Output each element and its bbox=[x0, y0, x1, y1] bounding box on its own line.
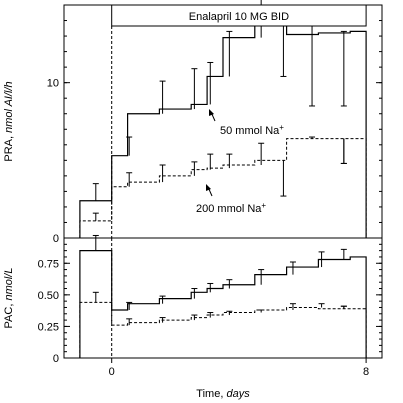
x-tick-label: 8 bbox=[363, 366, 369, 378]
annotation-200mmol: 200 mmol Na+ bbox=[196, 201, 266, 215]
x-axis-label-main: Time, bbox=[196, 388, 226, 400]
pac-panel: 0 0.25 0.50 0.75 PAC, nmol/L 0 8 Time, days bbox=[3, 234, 383, 400]
annotation-50mmol-sup: + bbox=[279, 123, 284, 132]
treatment-bar bbox=[111, 4, 367, 27]
y-tick-label: 10 bbox=[47, 78, 59, 90]
y-axis-label: PAC, nmol/L bbox=[3, 268, 15, 329]
annotation-200mmol-sup: + bbox=[261, 201, 266, 210]
x-axis-label: Time, days bbox=[196, 388, 250, 400]
y-axis-label-unit: nmol AI/l/h bbox=[3, 81, 15, 133]
y-tick-label: 0.50 bbox=[38, 290, 59, 302]
y-axis-label: PRA, nmol AI/l/h bbox=[3, 81, 15, 161]
x-axis-label-unit: days bbox=[226, 388, 250, 400]
y-axis-label-unit: nmol/L bbox=[3, 268, 15, 301]
series-line-50mmol bbox=[79, 250, 367, 358]
annotation-50mmol: 50 mmol Na+ bbox=[220, 123, 284, 137]
y-tick-label: 0 bbox=[53, 353, 59, 365]
pra-panel: 0 10 PRA, nmol AI/l/h Enalapril 10 MG BID 50… bbox=[3, 0, 383, 245]
y-axis-label-main: PAC, bbox=[3, 301, 15, 329]
y-axis-label-main: PRA, bbox=[3, 133, 15, 162]
x-tick-label: 0 bbox=[109, 366, 115, 378]
series-line-50mmol bbox=[79, 15, 367, 238]
series-line-200mmol bbox=[79, 301, 367, 358]
y-tick-label: 0.75 bbox=[38, 258, 59, 270]
y-tick-label: 0.25 bbox=[38, 321, 59, 333]
treatment-label: Enalapril 10 MG BID bbox=[189, 11, 289, 23]
plot-frame bbox=[63, 237, 383, 359]
y-tick-label: 0 bbox=[53, 233, 59, 245]
annotation-arrowhead bbox=[209, 109, 214, 116]
annotation-arrowhead bbox=[206, 184, 211, 191]
series-line-200mmol bbox=[79, 138, 367, 238]
